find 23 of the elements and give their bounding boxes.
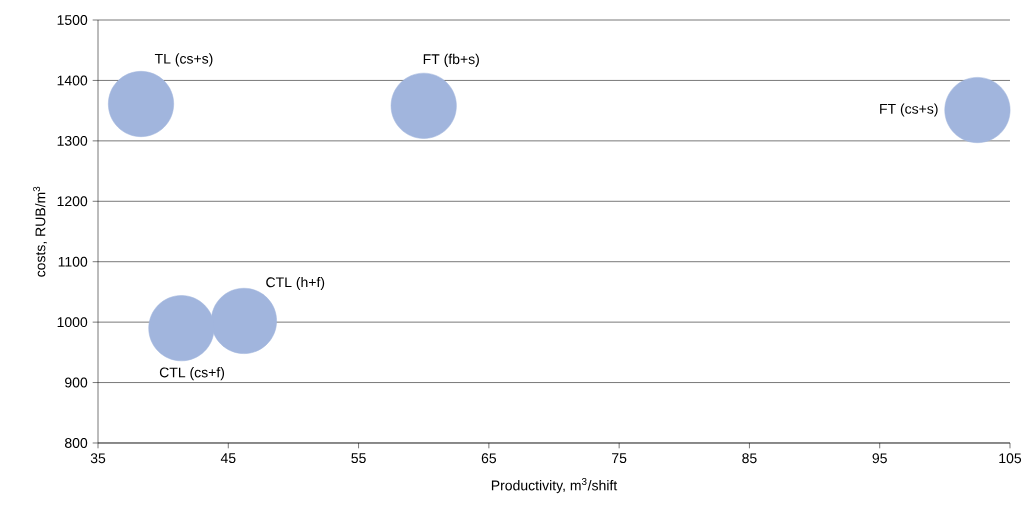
y-tick-label: 1200 bbox=[57, 196, 88, 207]
x-tick-label: 95 bbox=[872, 453, 887, 464]
annotation: FT (fb+s) bbox=[423, 53, 479, 67]
x-tick-label: 105 bbox=[999, 453, 1022, 464]
annotation: CTL (cs+f) bbox=[159, 367, 225, 381]
x-tick-label: 45 bbox=[220, 453, 236, 464]
y-tick-label: 1300 bbox=[57, 135, 88, 146]
x-tick-label: 75 bbox=[612, 453, 627, 464]
y-tick-label: 1000 bbox=[57, 317, 88, 328]
x-tick-label: 55 bbox=[351, 453, 366, 464]
x-tick-label: 35 bbox=[90, 453, 106, 464]
y-tick-label: 1400 bbox=[57, 75, 88, 86]
x-tick-label: 85 bbox=[742, 453, 757, 464]
annotation: FT (cs+s) bbox=[880, 103, 938, 117]
y-tick-label: 800 bbox=[64, 438, 88, 448]
y-tick-label: 1100 bbox=[58, 256, 88, 267]
x-tick-label: 65 bbox=[481, 453, 497, 464]
y-axis-title: costs, RUB/m$^{3}$ bbox=[33, 186, 48, 277]
annotation: TL (cs+s) bbox=[154, 53, 213, 67]
y-tick-label: 900 bbox=[65, 377, 88, 388]
x-axis-title: Productivity, m$^{3}$/shift bbox=[491, 478, 618, 494]
y-tick-label: 1500 bbox=[57, 15, 88, 25]
annotation: CTL (h+f) bbox=[266, 276, 325, 290]
